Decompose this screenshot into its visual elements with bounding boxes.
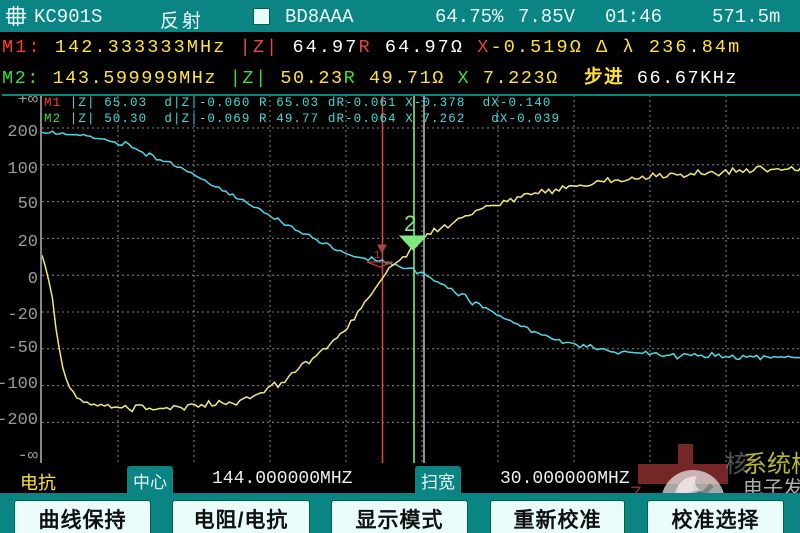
svg-text:1: 1 [374, 250, 381, 262]
svg-text:2: 2 [404, 211, 416, 236]
